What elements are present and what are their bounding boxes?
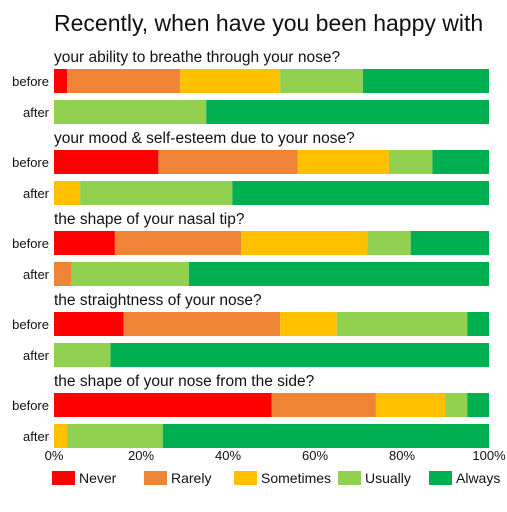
bar-segment-usually (80, 181, 233, 205)
question-label: your mood & self-esteem due to your nose… (54, 130, 355, 147)
question-label: the straightness of your nose? (54, 292, 262, 309)
x-tick-label: 40% (215, 448, 241, 463)
bar-segment-usually (367, 231, 411, 255)
bar-segment-always (110, 343, 490, 367)
x-tick-label: 80% (389, 448, 415, 463)
x-tick-label: 20% (128, 448, 154, 463)
legend-label-always: Always (456, 470, 500, 486)
bar-segment-sometimes (54, 181, 81, 205)
bar-segment-always (232, 181, 489, 205)
bar-segment-rarely (54, 262, 72, 286)
bar-segment-always (362, 69, 489, 93)
bar-segment-sometimes (241, 231, 368, 255)
row-label-before: before (12, 155, 49, 170)
bar-segment-rarely (123, 312, 281, 336)
bar-segment-sometimes (297, 150, 389, 174)
legend-label-rarely: Rarely (171, 470, 211, 486)
legend-swatch-always (429, 471, 452, 485)
bar-segment-sometimes (180, 69, 281, 93)
bar-segment-always (467, 312, 489, 336)
bar-segment-always (410, 231, 489, 255)
bar-segment-never (54, 312, 124, 336)
legend-swatch-usually (338, 471, 361, 485)
x-tick-label: 60% (302, 448, 328, 463)
bar-segment-sometimes (280, 312, 337, 336)
bar-segment-usually (388, 150, 433, 174)
legend-label-never: Never (79, 470, 117, 486)
row-label-after: after (23, 348, 50, 363)
row-label-before: before (12, 236, 49, 251)
legend-swatch-rarely (144, 471, 167, 485)
bar-segment-usually (336, 312, 468, 336)
bar-segment-rarely (158, 150, 298, 174)
x-tick-label: 100% (472, 448, 506, 463)
question-label: your ability to breathe through your nos… (54, 49, 340, 66)
bar-segment-rarely (114, 231, 242, 255)
bar-segment-usually (67, 424, 163, 448)
chart-title: Recently, when have you been happy with (54, 10, 484, 36)
legend-swatch-never (52, 471, 75, 485)
question-label: the shape of your nasal tip? (54, 211, 245, 228)
bar-segment-usually (54, 343, 111, 367)
bar-segment-always (188, 262, 489, 286)
bar-segment-usually (445, 393, 468, 417)
bar-segment-never (54, 150, 159, 174)
row-label-before: before (12, 317, 49, 332)
row-label-after: after (23, 267, 50, 282)
question-label: the shape of your nose from the side? (54, 373, 315, 390)
bar-segment-sometimes (54, 424, 68, 448)
bar-segment-always (206, 100, 489, 124)
row-label-before: before (12, 398, 49, 413)
bar-segment-never (54, 231, 115, 255)
bar-segment-rarely (271, 393, 376, 417)
bar-segment-rarely (67, 69, 181, 93)
bar-segment-usually (280, 69, 363, 93)
bar-segment-never (54, 393, 272, 417)
bar-segment-sometimes (375, 393, 446, 417)
x-tick-label: 0% (45, 448, 64, 463)
row-label-after: after (23, 429, 50, 444)
legend-swatch-sometimes (234, 471, 257, 485)
legend-label-sometimes: Sometimes (261, 470, 331, 486)
bar-segment-never (54, 69, 68, 93)
bar-segment-usually (54, 100, 207, 124)
bar-segment-always (467, 393, 489, 417)
row-label-before: before (12, 74, 49, 89)
bar-segment-always (162, 424, 489, 448)
bar-segment-always (432, 150, 489, 174)
legend-label-usually: Usually (365, 470, 411, 486)
row-label-after: after (23, 105, 50, 120)
bar-segment-usually (71, 262, 189, 286)
row-label-after: after (23, 186, 50, 201)
